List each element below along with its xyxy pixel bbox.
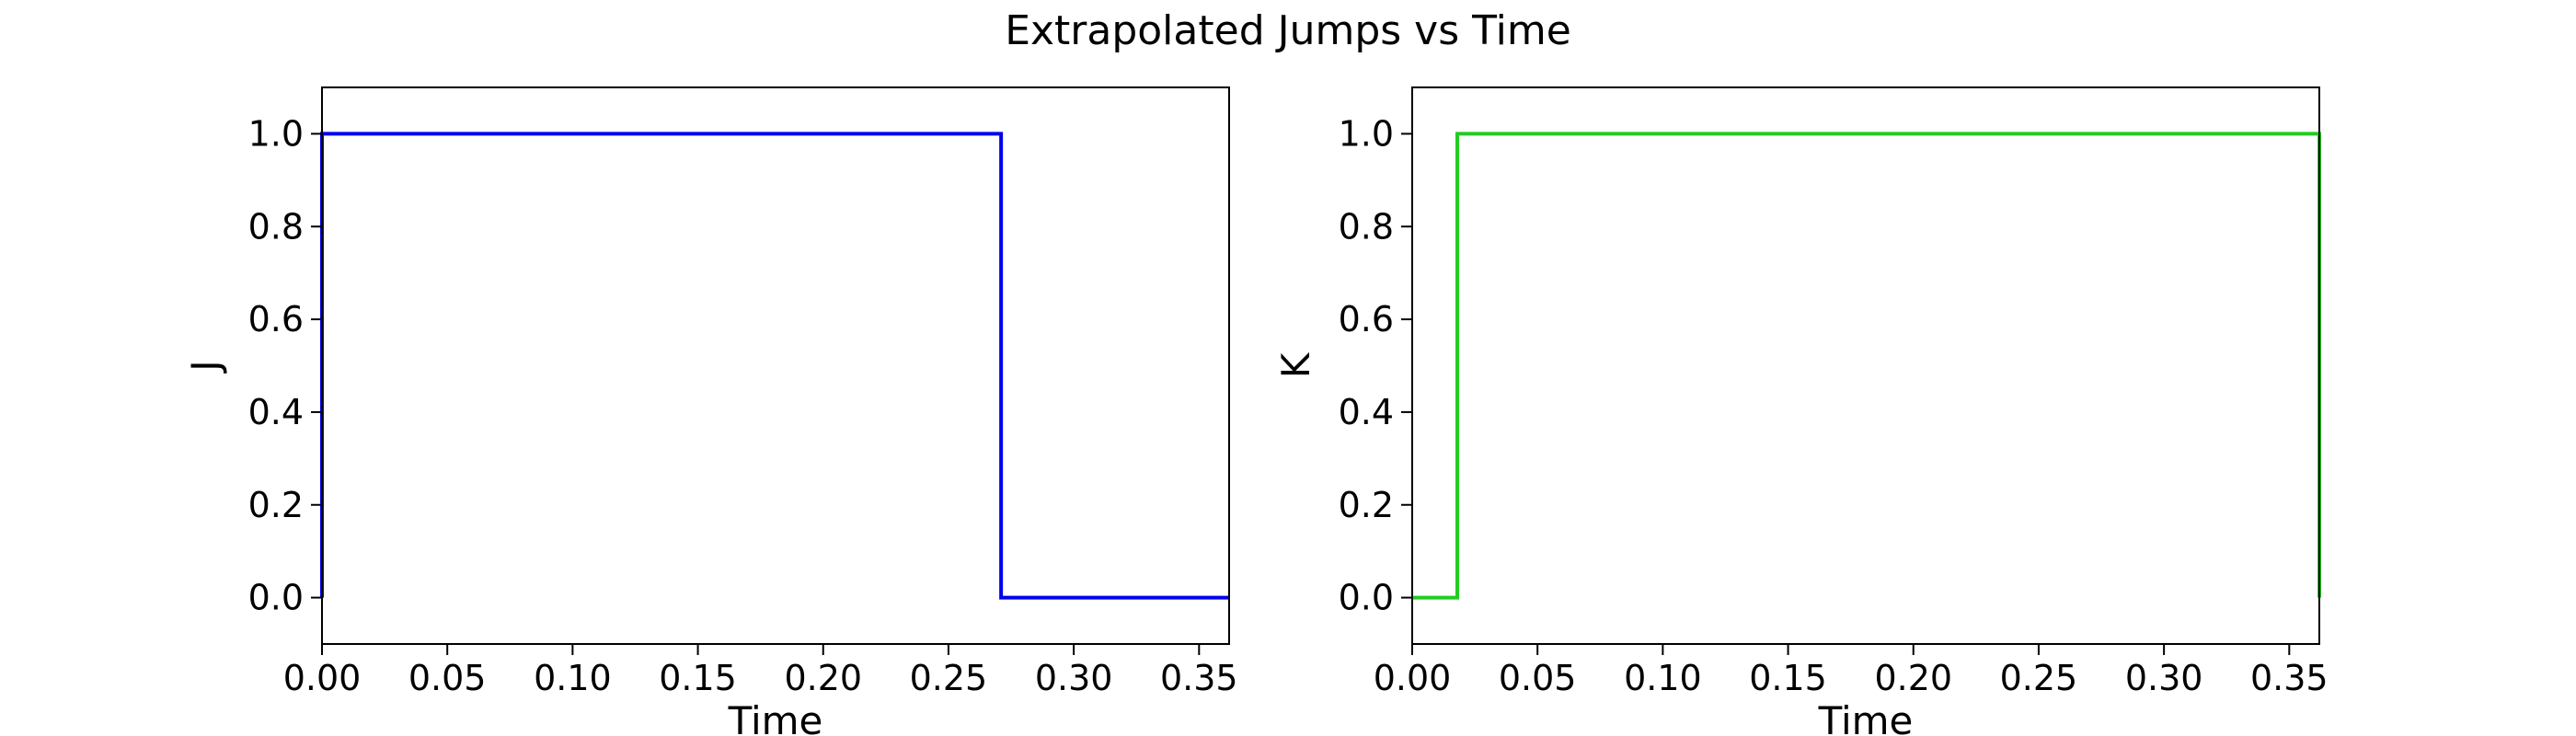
x-axis-label: Time (728, 698, 823, 736)
x-tick-label: 0.30 (2125, 658, 2203, 698)
y-axis-label: K (1273, 351, 1318, 378)
figure-title: Extrapolated Jumps vs Time (1005, 7, 1571, 54)
x-tick-label: 0.10 (534, 658, 612, 698)
y-tick-label: 0.0 (1339, 578, 1394, 618)
y-tick-label: 1.0 (248, 113, 304, 154)
y-tick-label: 0.4 (248, 392, 304, 432)
y-tick-label: 0.8 (1339, 206, 1394, 247)
y-tick-label: 0.6 (1339, 299, 1394, 339)
x-tick-label: 0.35 (1160, 658, 1238, 698)
x-tick-label: 0.30 (1035, 658, 1113, 698)
y-tick-label: 0.4 (1339, 392, 1394, 432)
x-tick-label: 0.10 (1624, 658, 1702, 698)
y-tick-label: 0.8 (248, 206, 304, 247)
y-axis-label: J (183, 360, 228, 374)
x-tick-label: 0.20 (1874, 658, 1952, 698)
y-tick-label: 0.0 (248, 578, 304, 618)
x-tick-label: 0.25 (2000, 658, 2078, 698)
x-tick-label: 0.05 (1499, 658, 1577, 698)
x-axis-label: Time (1818, 698, 1914, 736)
x-tick-label: 0.20 (784, 658, 862, 698)
y-tick-label: 0.2 (1339, 485, 1394, 525)
x-tick-label: 0.00 (283, 658, 362, 698)
left-panel-j: 0.00 0.05 0.10 0.15 0.20 0.25 0.30 0.35 0.0 0.2 0.… (183, 86, 1238, 736)
x-tick-label: 0.05 (408, 658, 487, 698)
series-line-1-0 (1412, 132, 2321, 600)
x-tick-label: 0.00 (1374, 658, 1452, 698)
x-tick-label: 0.15 (659, 658, 737, 698)
plot-frame (321, 86, 1230, 645)
x-tick-label: 0.35 (2250, 658, 2329, 698)
x-tick-label: 0.15 (1749, 658, 1827, 698)
series-line-0-0 (320, 132, 1229, 600)
right-panel-k: 0.00 0.05 0.10 0.15 0.20 0.25 0.30 0.35 0.0 0.2 0.… (1273, 86, 2329, 736)
x-tick-label: 0.25 (910, 658, 988, 698)
plot-frame (1411, 86, 2320, 645)
y-tick-label: 0.6 (248, 299, 304, 339)
y-tick-label: 0.2 (248, 485, 304, 525)
y-tick-label: 1.0 (1339, 113, 1394, 154)
